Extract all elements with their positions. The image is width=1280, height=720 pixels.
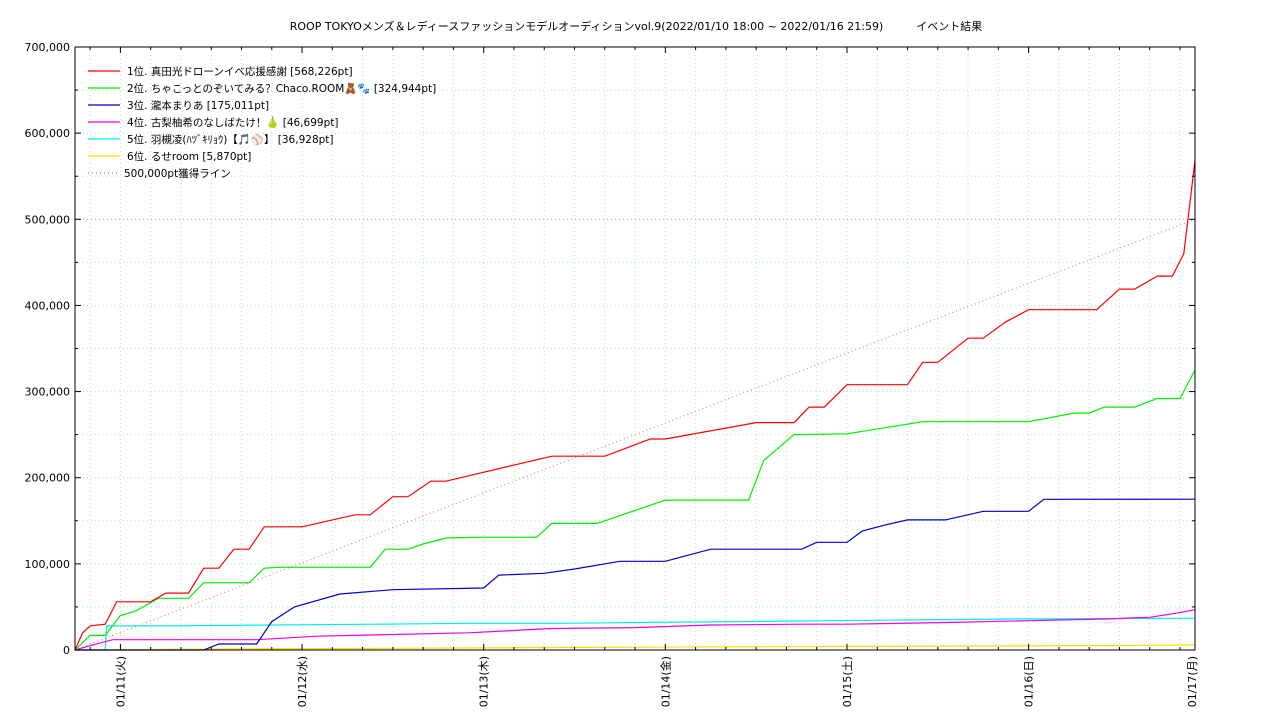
series-line-2	[74, 369, 1196, 651]
legend-label: 1位. 真田光ドローンイベ応援感謝 [568,226pt]	[127, 65, 353, 78]
y-axis: 0 100,000 200,000 300,000 400,000 500,000 600,…	[25, 41, 1195, 657]
y-tick-label: 200,000	[25, 472, 71, 485]
legend-label: 2位. ちゃこっとのぞいてみる？Chaco.ROOM🧸🐾 [324,944pt]	[127, 82, 436, 95]
y-tick-label: 100,000	[25, 558, 71, 571]
y-tick-label: 0	[63, 644, 70, 657]
x-tick-label: 01/16(日)	[1023, 656, 1036, 707]
y-tick-label: 400,000	[25, 299, 71, 312]
series-line-3	[75, 498, 1196, 651]
chart-title: ROOP TOKYOメンズ＆レディースファッションモデルオーディションvol.9…	[290, 19, 983, 33]
series-line-4	[74, 609, 1196, 651]
legend-label: 3位. 瀧本まりあ [175,011pt]	[127, 99, 269, 112]
y-tick-label: 300,000	[25, 386, 71, 399]
legend-label: 500,000pt獲得ライン	[124, 167, 231, 180]
x-tick-label: 01/17(月)	[1186, 656, 1199, 707]
legend: 1位. 真田光ドローンイベ応援感謝 [568,226pt] 2位. ちゃこっとのぞ…	[88, 65, 436, 180]
legend-label: 4位. 古梨柚希のなしばたけ！🍐 [46,699pt]	[127, 116, 338, 129]
grid-lines	[75, 47, 1195, 650]
x-tick-label: 01/11(火)	[114, 656, 127, 707]
x-tick-label: 01/14(金)	[658, 656, 672, 707]
legend-label: 6位. るせroom [5,870pt]	[127, 150, 251, 163]
y-tick-label: 600,000	[25, 127, 71, 140]
x-tick-label: 01/13(木)	[478, 656, 491, 707]
series-line-5	[75, 617, 1196, 651]
legend-label: 5位. 羽槻凌(ﾊﾂﾞｷﾘｮｳ)【🎵⚾】 [36,928pt]	[127, 133, 334, 146]
x-tick-label: 01/12(水)	[296, 656, 309, 707]
series-line-1	[74, 160, 1196, 651]
x-tick-label: 01/15(土)	[841, 656, 854, 707]
x-axis: 01/11(火) 01/12(水) 01/13(木) 01/14(金) 01/15(土)…	[89, 47, 1199, 707]
y-tick-label: 500,000	[25, 213, 71, 226]
series-lines	[74, 160, 1196, 651]
y-tick-label: 700,000	[25, 41, 71, 54]
